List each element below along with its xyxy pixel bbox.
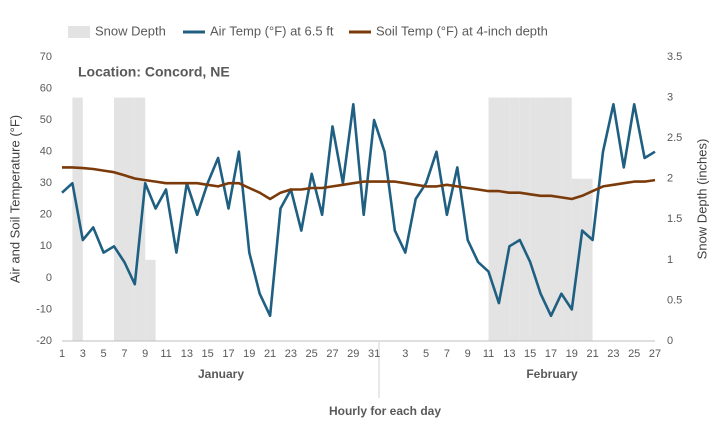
snow-column [571,178,583,341]
x-tick-label: 29 [347,348,359,360]
snow-column [72,97,83,341]
snow-column [582,178,593,341]
legend-swatch [68,26,90,38]
x-tick-label: 13 [503,348,515,360]
snow-column [530,97,541,341]
legend-label: Soil Temp (°F) at 4-inch depth [376,23,548,38]
y-tick-label: 30 [40,177,52,189]
snow-column [114,97,125,341]
y2-tick-label: 1 [667,254,673,266]
snow-column [124,97,135,341]
y-tick-label: 0 [46,272,52,284]
month-label: February [526,367,578,381]
snow-column [488,97,499,341]
x-tick-label: 5 [101,348,107,360]
x-tick-label: 23 [607,348,619,360]
snow-column [145,259,156,341]
x-tick-label: 25 [628,348,640,360]
y-tick-label: 50 [40,114,52,126]
y2-tick-label: 2 [667,173,673,185]
x-tick-label: 7 [444,348,450,360]
x-tick-label: 7 [121,348,127,360]
legend-label: Air Temp (°F) at 6.5 ft [210,23,334,38]
x-tick-label: 19 [243,348,255,360]
x-tick-label: 9 [142,348,148,360]
y-tick-label: 70 [40,51,52,63]
y2-tick-label: 1.5 [667,213,682,225]
y2-axis-title: Snow Depth (inches) [694,139,709,260]
x-tick-label: 5 [423,348,429,360]
y-tick-label: 40 [40,146,52,158]
y2-tick-label: 0.5 [667,294,682,306]
y2-tick-label: 2.5 [667,132,682,144]
legend-label: Snow Depth [95,23,166,38]
month-label: January [198,367,244,381]
series-line [61,103,656,318]
x-tick-label: 9 [465,348,471,360]
location-annotation: Location: Concord, NE [78,64,230,80]
x-tick-label: 15 [202,348,214,360]
x-tick-label: 27 [326,348,338,360]
x-tick-label: 1 [59,348,65,360]
x-tick-label: 21 [264,348,276,360]
x-tick-label: 19 [566,348,578,360]
y-tick-label: -20 [36,335,52,347]
x-tick-label: 27 [649,348,661,360]
x-tick-label: 17 [222,348,234,360]
x-tick-label: 3 [402,348,408,360]
snow-column [540,97,551,341]
x-tick-label: 11 [483,348,494,360]
x-tick-label: 21 [586,348,598,360]
x-tick-label: 23 [285,348,297,360]
snow-column [519,97,531,341]
snow-column [561,97,572,341]
y-tick-label: 10 [40,240,52,252]
y2-tick-label: 3 [667,91,673,103]
x-tick-label: 15 [524,348,536,360]
snow-column [550,97,562,341]
y2-tick-label: 3.5 [667,51,682,63]
x-tick-label: 11 [160,348,171,360]
snow-column [509,97,520,341]
snow-column [134,97,146,341]
x-tick-label: 17 [545,348,557,360]
y-tick-label: -10 [36,303,52,315]
y2-tick-label: 0 [667,335,673,347]
x-axis-title: Hourly for each day [329,404,441,418]
series-line [62,166,656,201]
x-tick-label: 31 [368,348,380,360]
snow-column [498,97,510,341]
x-tick-label: 13 [181,348,193,360]
y-tick-label: 20 [40,209,52,221]
y-tick-label: 60 [40,82,52,94]
x-tick-label: 3 [80,348,86,360]
x-tick-label: 25 [306,348,318,360]
y-axis-title: Air and Soil Temperature (°F) [7,115,22,283]
